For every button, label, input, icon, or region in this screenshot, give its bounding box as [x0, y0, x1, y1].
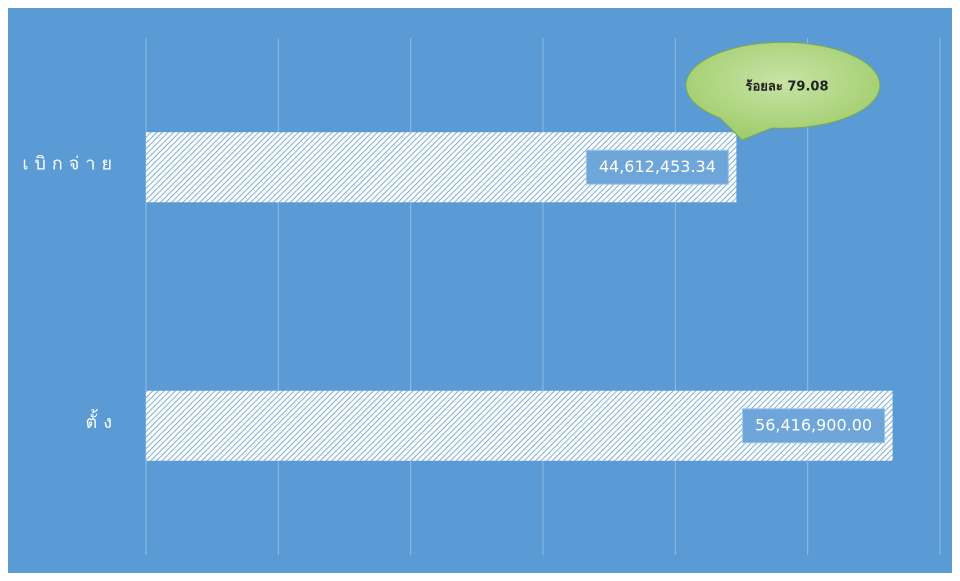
- y-tick-label: เบิกจ่าย: [22, 153, 118, 174]
- data-label: 56,416,900.00: [755, 415, 872, 434]
- data-label: 44,612,453.34: [599, 157, 716, 176]
- data-label-box: [585, 149, 729, 185]
- callout-bubble: [685, 41, 881, 141]
- data-label-box: [742, 408, 886, 444]
- annotation: ร้อยละ 79.08: [745, 79, 828, 95]
- y-tick-label: ตั้ง: [86, 409, 118, 433]
